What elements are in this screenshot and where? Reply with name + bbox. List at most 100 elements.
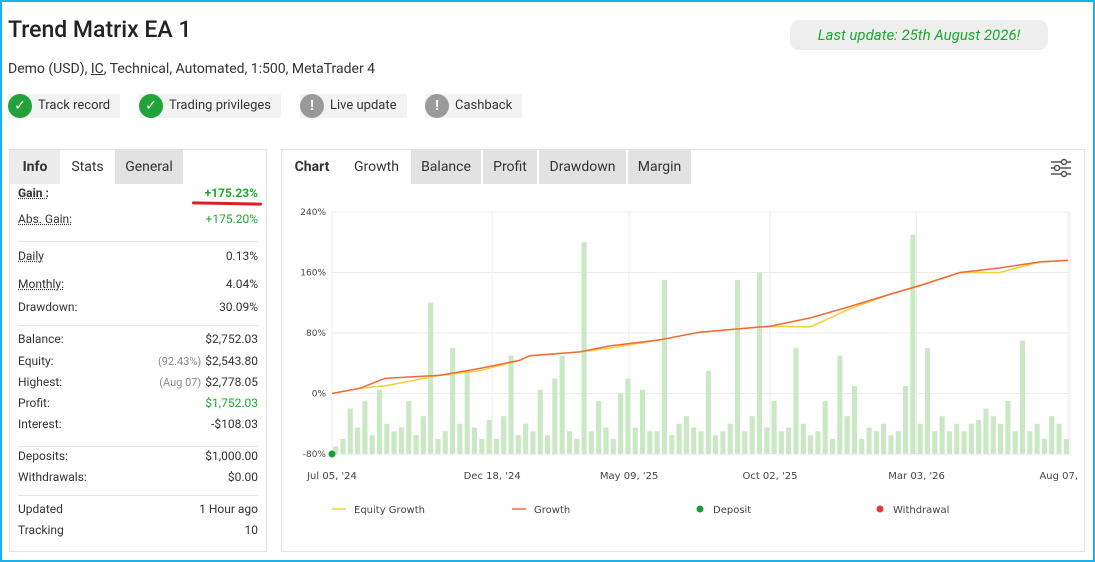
bar <box>691 427 697 454</box>
stat-note: (Aug 07) <box>159 376 202 389</box>
bar <box>515 435 521 454</box>
bar <box>669 435 675 454</box>
bar <box>881 423 887 454</box>
stat-label: Updated <box>18 502 63 516</box>
bar <box>574 438 580 454</box>
stat-label: Daily <box>18 249 44 263</box>
stat-label: Tracking <box>18 523 64 537</box>
stat-value: $2,752.03 <box>205 332 258 346</box>
bar <box>800 423 806 454</box>
settings-icon[interactable] <box>1050 158 1072 178</box>
y-tick-label: 80% <box>306 329 326 339</box>
bar <box>618 393 624 454</box>
bar <box>610 438 616 454</box>
badge-label: Track record <box>38 98 111 113</box>
bar <box>720 431 726 454</box>
bar <box>523 423 529 454</box>
bar <box>786 427 792 454</box>
tab[interactable]: Chart <box>282 150 342 184</box>
badge-icon: ✓ <box>8 94 32 118</box>
bar <box>676 423 682 454</box>
stat-label: Profit: <box>18 396 50 410</box>
stat-row: Updated 1 Hour ago <box>18 502 258 518</box>
stat-row: Equity: (92.43%) $2,543.80 <box>18 354 258 370</box>
stat-row: Drawdown: 30.09% <box>18 300 258 316</box>
stat-row: Gain : +175.23% <box>18 186 263 206</box>
bar <box>596 401 602 454</box>
bar <box>778 431 784 454</box>
stat-value: (Aug 07) $2,778.05 <box>159 375 258 389</box>
stat-number: 0.13% <box>225 249 258 263</box>
bar <box>895 431 901 454</box>
stat-value: $1,752.03 <box>205 396 258 410</box>
bar <box>566 431 573 454</box>
tab[interactable]: Growth <box>343 150 410 184</box>
bar <box>742 431 748 454</box>
bar <box>479 438 485 454</box>
bar <box>793 348 799 454</box>
stat-number: -$108.03 <box>211 417 258 431</box>
tab[interactable]: Margin <box>628 150 691 184</box>
bar <box>639 389 646 454</box>
bar <box>1019 340 1026 454</box>
y-tick-label: 240% <box>300 208 326 218</box>
bar <box>581 242 587 454</box>
bar <box>851 385 858 454</box>
stat-number: 30.09% <box>219 300 258 314</box>
bar <box>493 438 499 454</box>
stat-number: 4.04% <box>225 277 258 291</box>
bar <box>771 401 777 454</box>
bar <box>924 348 931 454</box>
badge-label: Live update <box>330 98 397 113</box>
bar <box>822 401 828 454</box>
bar <box>961 431 967 454</box>
stat-number: $1,752.03 <box>205 396 258 410</box>
bar <box>625 378 631 454</box>
stat-value: -$108.03 <box>211 417 258 431</box>
bar <box>705 370 711 454</box>
broker-link[interactable]: IC <box>90 61 104 77</box>
tab[interactable]: Drawdown <box>539 150 626 184</box>
bar <box>749 416 755 454</box>
bar <box>376 389 383 454</box>
bar <box>866 427 872 454</box>
badge: ! Live update <box>300 94 407 118</box>
legend-label: Deposit <box>713 505 751 516</box>
bar <box>588 431 594 454</box>
badge-icon: ✓ <box>139 94 163 118</box>
badge: ✓ Trading privileges <box>139 94 281 118</box>
bar <box>815 431 821 454</box>
stat-row: Interest: -$108.03 <box>18 417 258 433</box>
bar <box>384 423 390 454</box>
bar <box>808 435 814 454</box>
stat-number: +175.20% <box>205 212 258 226</box>
bar <box>1063 438 1069 454</box>
bar <box>457 423 463 454</box>
bar <box>910 234 916 454</box>
bar <box>603 427 609 454</box>
bar <box>1034 423 1040 454</box>
bar <box>954 423 960 454</box>
bar <box>406 401 412 454</box>
bar <box>450 348 456 454</box>
bar <box>398 427 404 454</box>
tab[interactable]: Balance <box>411 150 481 184</box>
bar <box>1027 431 1033 454</box>
stat-label: Equity: <box>18 354 54 368</box>
tab[interactable]: General <box>115 150 183 184</box>
tab[interactable]: Profit <box>483 150 537 184</box>
bar <box>661 280 668 454</box>
tab[interactable]: Info <box>10 150 60 184</box>
bar <box>859 438 865 454</box>
badge-label: Trading privileges <box>169 98 271 113</box>
bar <box>939 416 945 454</box>
x-tick-label: Oct 02, '25 <box>742 471 797 482</box>
legend-label: Growth <box>534 505 570 516</box>
stat-value: 10 <box>245 523 259 537</box>
subtitle-text: Demo (USD), <box>8 61 91 77</box>
bar <box>391 431 397 454</box>
tab[interactable]: Stats <box>60 150 115 184</box>
bar <box>464 370 470 454</box>
stat-row: Profit: $1,752.03 <box>18 396 258 412</box>
